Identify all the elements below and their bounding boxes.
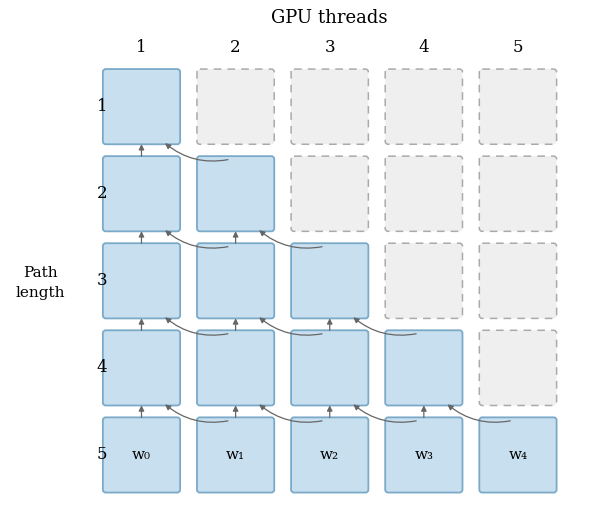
- FancyBboxPatch shape: [385, 243, 463, 318]
- FancyBboxPatch shape: [385, 156, 463, 231]
- FancyBboxPatch shape: [291, 69, 368, 144]
- FancyBboxPatch shape: [197, 330, 274, 405]
- FancyBboxPatch shape: [197, 156, 274, 231]
- Text: 1: 1: [136, 39, 147, 56]
- FancyBboxPatch shape: [291, 417, 368, 493]
- FancyBboxPatch shape: [103, 417, 180, 493]
- Text: w₁: w₁: [226, 448, 245, 462]
- FancyBboxPatch shape: [197, 243, 274, 318]
- Text: w₄: w₄: [508, 448, 527, 462]
- Text: 4: 4: [419, 39, 429, 56]
- Text: GPU threads: GPU threads: [271, 8, 388, 27]
- Text: 2: 2: [97, 186, 107, 202]
- FancyBboxPatch shape: [103, 69, 180, 144]
- FancyBboxPatch shape: [291, 330, 368, 405]
- FancyBboxPatch shape: [103, 330, 180, 405]
- FancyBboxPatch shape: [479, 69, 557, 144]
- Text: 2: 2: [230, 39, 241, 56]
- FancyBboxPatch shape: [385, 330, 463, 405]
- FancyBboxPatch shape: [385, 69, 463, 144]
- Text: Path: Path: [23, 266, 58, 280]
- FancyBboxPatch shape: [479, 417, 557, 493]
- Text: 3: 3: [325, 39, 335, 56]
- Text: 5: 5: [97, 446, 107, 463]
- Text: w₀: w₀: [132, 448, 151, 462]
- FancyBboxPatch shape: [291, 243, 368, 318]
- FancyBboxPatch shape: [479, 156, 557, 231]
- FancyBboxPatch shape: [103, 243, 180, 318]
- FancyBboxPatch shape: [291, 156, 368, 231]
- Text: 1: 1: [97, 98, 107, 115]
- Text: w₂: w₂: [320, 448, 339, 462]
- FancyBboxPatch shape: [385, 417, 463, 493]
- FancyBboxPatch shape: [479, 330, 557, 405]
- Text: w₃: w₃: [415, 448, 433, 462]
- Text: 4: 4: [97, 359, 107, 376]
- FancyBboxPatch shape: [197, 417, 274, 493]
- FancyBboxPatch shape: [197, 69, 274, 144]
- Text: 3: 3: [97, 272, 107, 289]
- FancyBboxPatch shape: [479, 243, 557, 318]
- FancyBboxPatch shape: [103, 156, 180, 231]
- Text: length: length: [16, 286, 65, 300]
- Text: 5: 5: [513, 39, 523, 56]
